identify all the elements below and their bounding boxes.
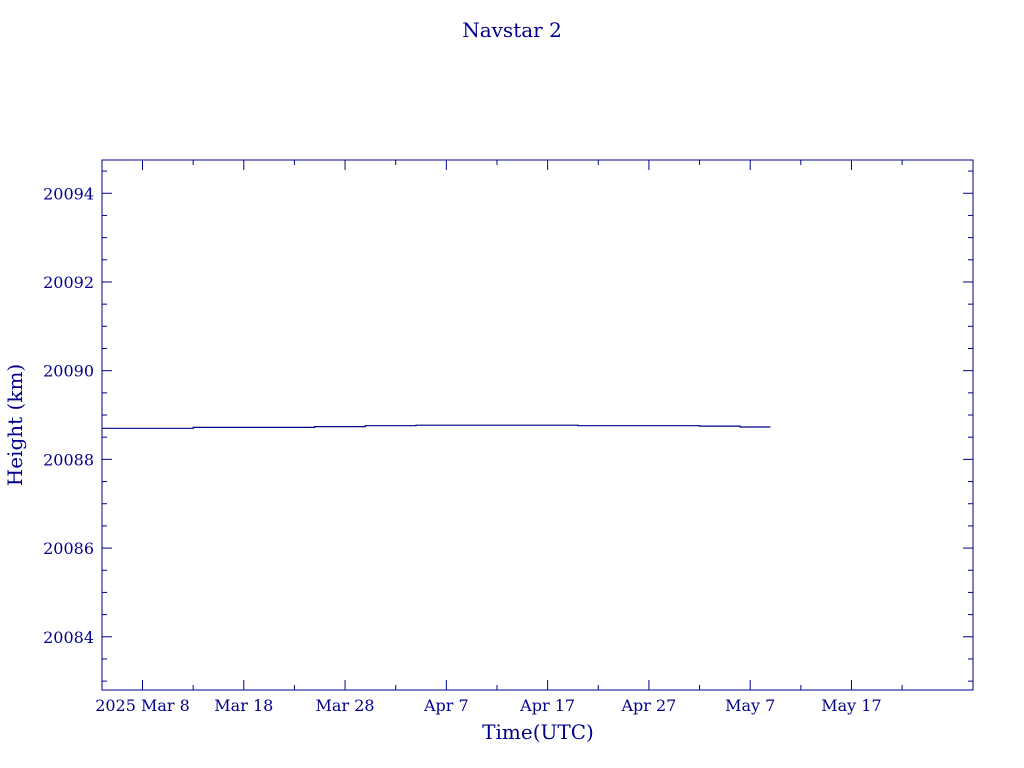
y-axis: 20084 20086 20088 20090 20092 20094 xyxy=(43,170,973,682)
x-axis-label: Time(UTC) xyxy=(482,720,594,744)
y-tick-label: 20092 xyxy=(43,273,94,292)
y-tick-label: 20088 xyxy=(43,450,94,469)
series-layer xyxy=(102,424,771,429)
x-axis: 2025 Mar 8 Mar 18 Mar 28 Apr 7 Apr 17 Apr 27 M… xyxy=(95,160,903,715)
y-tick-label: 20090 xyxy=(43,362,94,381)
x-tick-label: Mar 28 xyxy=(316,696,375,715)
x-tick-label: May 7 xyxy=(725,696,775,715)
x-tick-label: May 17 xyxy=(821,696,881,715)
plot-frame xyxy=(101,159,974,691)
x-tick-label: Mar 18 xyxy=(214,696,273,715)
x-tick-label: 2025 Mar 8 xyxy=(95,696,190,715)
chart-title: Navstar 2 xyxy=(462,18,562,42)
y-tick-label: 20084 xyxy=(43,628,94,647)
y-tick-label: 20094 xyxy=(43,184,94,203)
x-tick-label: Apr 7 xyxy=(423,696,469,715)
x-tick-label: Apr 17 xyxy=(519,696,575,715)
y-tick-label: 20086 xyxy=(43,539,94,558)
series-line xyxy=(102,424,771,429)
x-tick-label: Apr 27 xyxy=(620,696,676,715)
y-axis-label: Height (km) xyxy=(3,364,27,486)
